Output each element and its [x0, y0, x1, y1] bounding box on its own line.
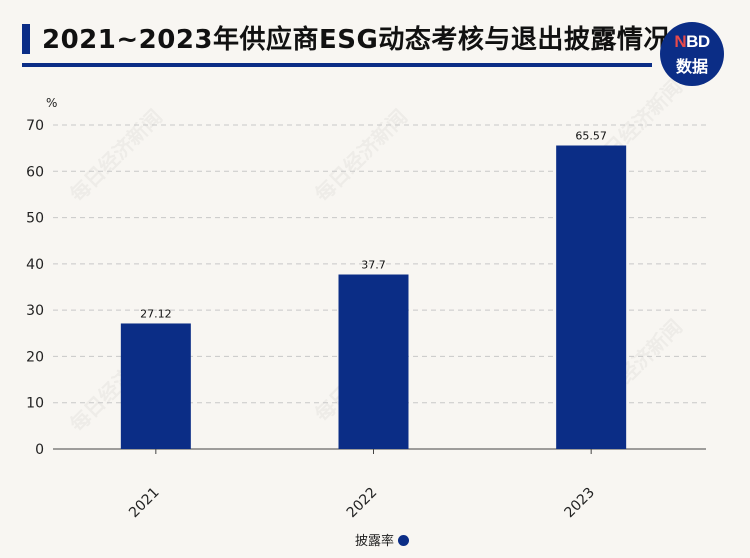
logo-bd-letters: BD — [686, 32, 710, 51]
y-tick-label: 30 — [26, 303, 44, 319]
x-tick-label: 2022 — [344, 485, 381, 522]
y-tick-label: 0 — [35, 442, 44, 458]
bar — [120, 323, 191, 449]
title-accent-bar — [22, 24, 30, 54]
x-tick-label: 2021 — [126, 485, 163, 522]
logo-top-text: NBD — [660, 32, 724, 52]
legend-label: 披露率 — [355, 534, 395, 549]
x-tick-label: 2023 — [561, 485, 598, 522]
y-tick-label: 40 — [26, 257, 44, 273]
bar — [338, 274, 409, 449]
y-tick-label: 10 — [26, 396, 44, 412]
title-bar: 2021~2023年供应商ESG动态考核与退出披露情况 — [0, 0, 750, 70]
bar — [556, 145, 627, 449]
y-tick-label: 70 — [26, 118, 44, 134]
legend: 披露率 — [355, 530, 410, 549]
logo-bottom-text: 数据 — [675, 57, 708, 76]
y-tick-label: 50 — [26, 211, 44, 227]
data-label: 37.7 — [361, 259, 386, 272]
legend-swatch — [398, 535, 410, 546]
data-label: 27.12 — [140, 307, 172, 320]
y-axis-unit-label: % — [46, 96, 57, 110]
y-tick-label: 60 — [26, 164, 44, 180]
y-tick-label: 20 — [26, 349, 44, 365]
nbd-logo: NBD 数据 — [660, 22, 724, 86]
data-label: 65.57 — [575, 130, 607, 143]
title-underline — [22, 63, 652, 67]
logo-n-letter: N — [674, 32, 687, 51]
chart-title: 2021~2023年供应商ESG动态考核与退出披露情况 — [42, 25, 670, 55]
